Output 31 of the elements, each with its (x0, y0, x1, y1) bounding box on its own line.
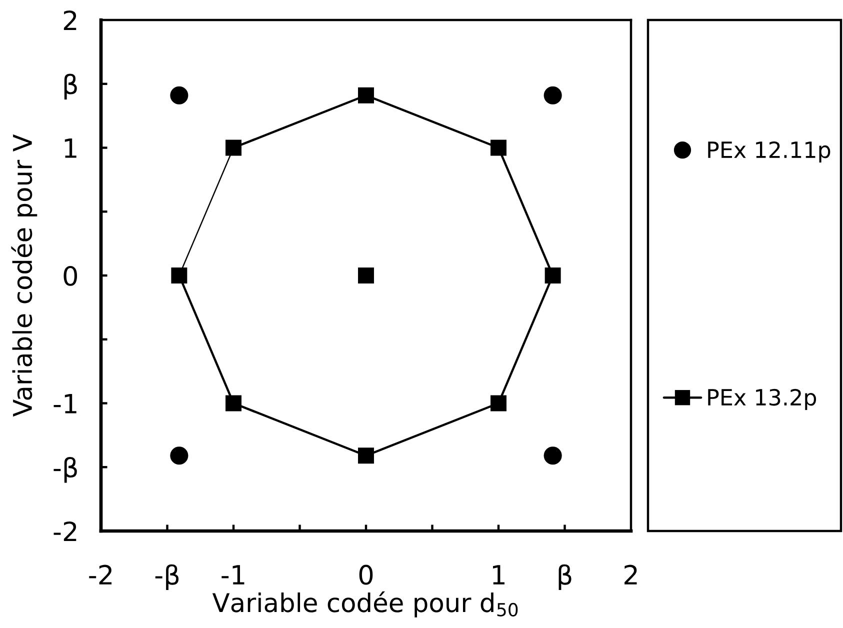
point (170, 446, 188, 465)
y-tick-label: 2 (64, 10, 76, 30)
point (358, 268, 374, 284)
y-axis-title: Variable codée pour V (11, 134, 38, 417)
y-tick-label: 0 (64, 266, 78, 286)
point (226, 395, 242, 412)
point (490, 140, 506, 156)
x-tick-label: -2 (89, 564, 112, 584)
point (544, 86, 562, 104)
point (226, 140, 242, 156)
x-tick-label: β (558, 564, 572, 590)
x-axis-title: Variable codée pour d$_{50}$ (212, 591, 518, 618)
legend-label: PEx 13.2p (708, 388, 816, 410)
point (358, 448, 374, 464)
x-tick-label: 2 (624, 564, 637, 584)
x-tick-label: -β (155, 564, 179, 590)
point (170, 86, 188, 104)
point (544, 446, 562, 465)
point (358, 87, 374, 104)
x-tick-label: -1 (222, 565, 244, 584)
y-tick-label: 1 (64, 138, 76, 158)
x-tick-label: 1 (493, 565, 504, 584)
point (171, 268, 188, 284)
point (544, 268, 561, 284)
y-tick-label: -β (54, 457, 77, 483)
y-tick-label: β (64, 74, 77, 100)
point (490, 395, 506, 412)
legend-label: PEx 12.11p (708, 141, 830, 162)
x-tick-label: 0 (359, 564, 373, 585)
y-tick-label: -1 (54, 394, 76, 414)
y-tick-label: -2 (54, 521, 76, 542)
